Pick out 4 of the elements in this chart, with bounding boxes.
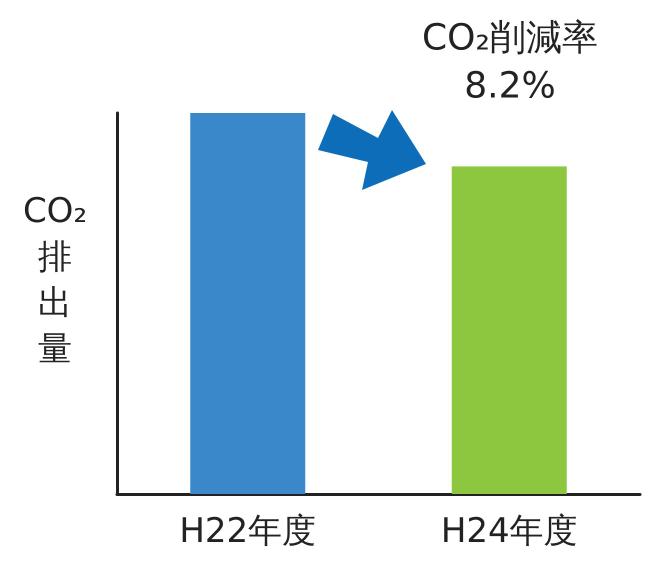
x-tick-label: H22年度 [179,511,316,551]
text: CO₂削減率 8.2% [422,18,598,106]
x-tick-label: H24年度 [440,511,578,551]
y-axis-title: CO₂排出量 [22,191,88,369]
